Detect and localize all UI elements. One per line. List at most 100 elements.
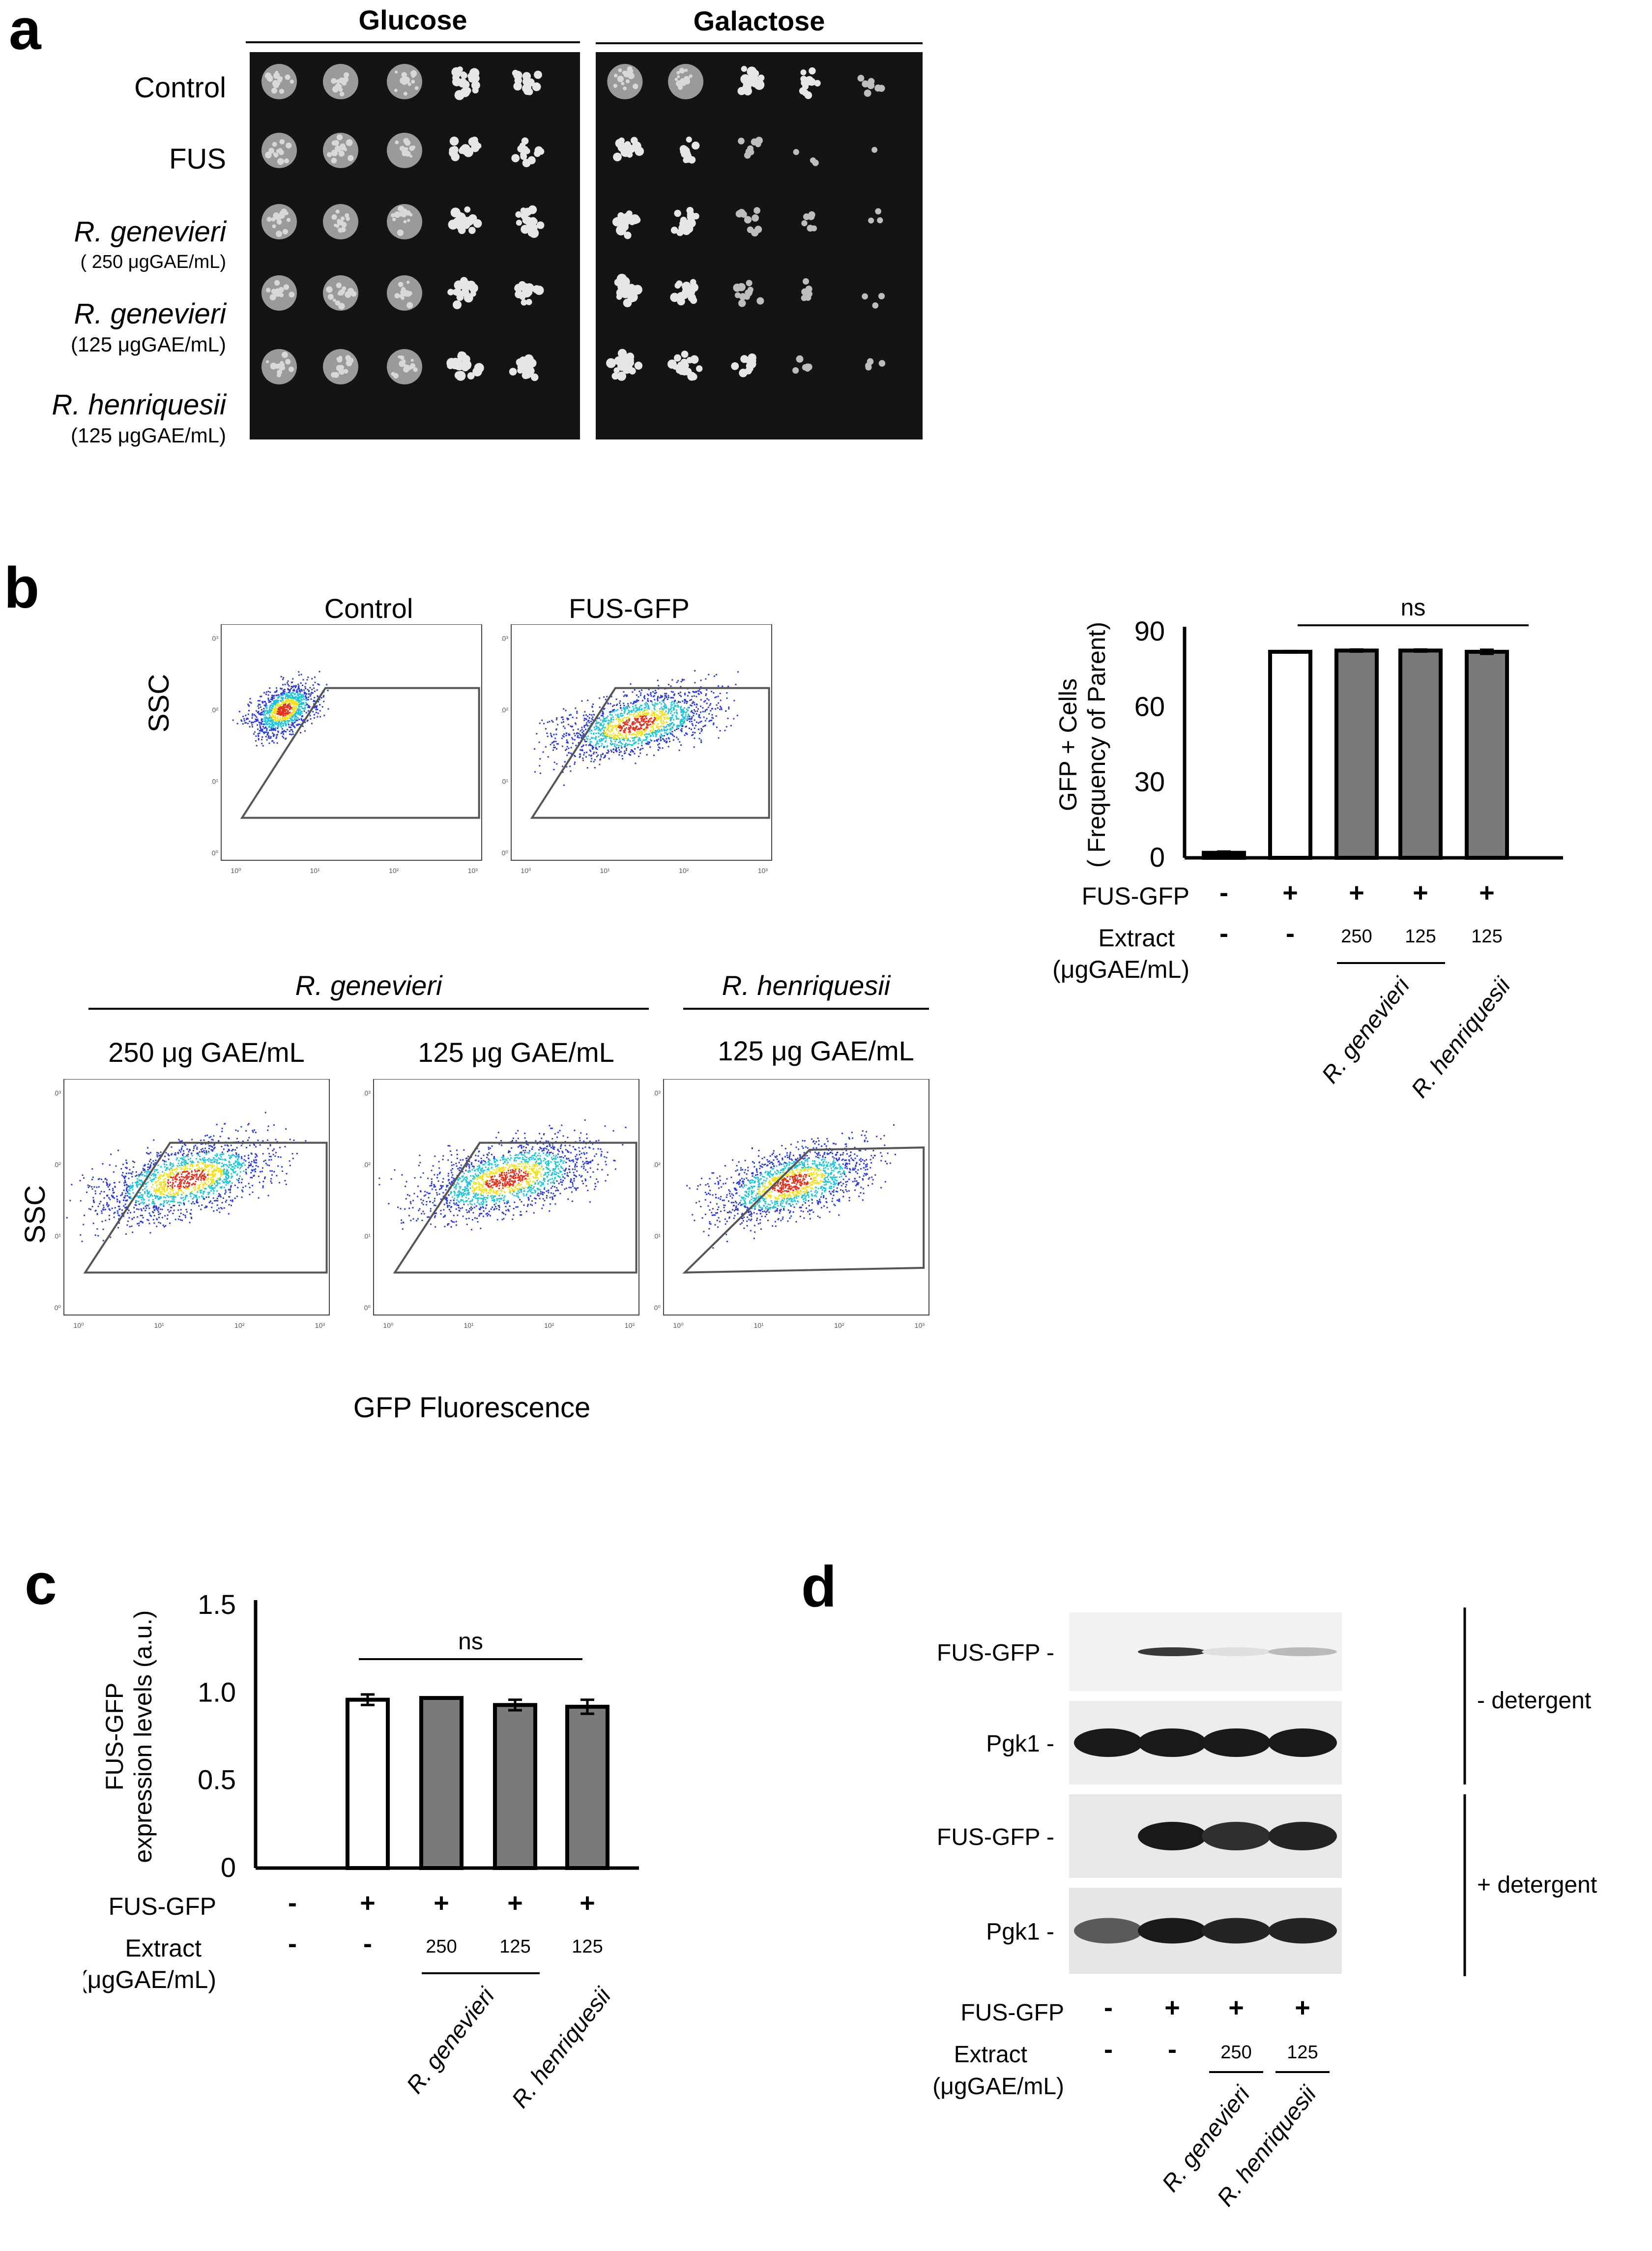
- event-dot: [228, 1137, 230, 1139]
- colony: [467, 372, 475, 380]
- yeast-spot: [323, 204, 358, 239]
- event-dot: [155, 1207, 157, 1209]
- event-dot: [294, 707, 296, 709]
- event-dot: [640, 692, 642, 694]
- event-dot: [684, 720, 686, 722]
- event-dot: [632, 750, 634, 752]
- event-dot: [124, 1195, 126, 1197]
- event-dot: [619, 741, 621, 743]
- event-dot: [595, 748, 597, 750]
- event-dot: [563, 733, 565, 735]
- event-dot: [254, 731, 256, 733]
- event-dot: [233, 1163, 235, 1165]
- event-dot: [659, 726, 661, 728]
- event-dot: [617, 709, 619, 711]
- event-dot: [207, 1172, 209, 1174]
- event-dot: [296, 697, 298, 699]
- event-dot: [180, 1176, 182, 1178]
- event-dot: [214, 1143, 216, 1145]
- event-dot: [643, 720, 645, 722]
- spot-speck: [633, 84, 638, 89]
- event-dot: [300, 682, 302, 684]
- event-dot: [161, 1217, 163, 1219]
- event-dot: [660, 736, 662, 738]
- event-dot: [599, 728, 601, 730]
- event-dot: [603, 696, 605, 698]
- event-dot: [259, 724, 261, 726]
- event-dot: [577, 735, 579, 737]
- event-dot: [270, 1180, 272, 1182]
- event-dot: [258, 738, 260, 740]
- event-dot: [676, 709, 678, 711]
- event-dot: [94, 1193, 96, 1195]
- event-dot: [640, 709, 642, 711]
- event-dot: [666, 721, 668, 723]
- event-dot: [126, 1186, 128, 1188]
- event-dot: [293, 718, 295, 720]
- event-dot: [284, 719, 286, 721]
- event-dot: [670, 719, 672, 721]
- event-dot: [640, 720, 642, 722]
- event-dot: [265, 716, 267, 718]
- event-dot: [652, 696, 654, 698]
- event-dot: [257, 700, 259, 702]
- event-dot: [566, 717, 568, 719]
- event-dot: [199, 1176, 201, 1178]
- event-dot: [638, 739, 639, 741]
- event-dot: [676, 713, 678, 715]
- event-dot: [271, 725, 273, 727]
- event-dot: [261, 712, 262, 714]
- event-dot: [214, 1174, 216, 1176]
- event-dot: [657, 717, 659, 719]
- event-dot: [669, 740, 671, 742]
- event-dot: [601, 740, 603, 742]
- event-dot: [618, 751, 620, 753]
- event-dot: [638, 721, 639, 723]
- event-dot: [208, 1151, 210, 1153]
- event-dot: [242, 723, 244, 725]
- event-dot: [273, 733, 275, 735]
- event-dot: [578, 742, 580, 744]
- event-dot: [274, 717, 276, 719]
- event-dot: [701, 729, 703, 731]
- event-dot: [727, 717, 729, 719]
- event-dot: [306, 704, 308, 706]
- event-dot: [290, 700, 291, 702]
- event-dot: [619, 738, 621, 740]
- event-dot: [634, 753, 636, 755]
- event-dot: [243, 718, 245, 720]
- event-dot: [210, 1190, 212, 1192]
- event-dot: [692, 701, 694, 703]
- event-dot: [281, 692, 283, 694]
- event-dot: [145, 1209, 146, 1211]
- event-dot: [252, 1185, 254, 1187]
- event-dot: [201, 1169, 203, 1170]
- spot-speck: [618, 68, 622, 72]
- event-dot: [220, 1186, 222, 1188]
- event-dot: [287, 694, 289, 696]
- event-dot: [289, 730, 290, 732]
- event-dot: [644, 739, 646, 741]
- event-dot: [208, 1145, 210, 1147]
- spot-speck: [276, 219, 282, 225]
- colony: [874, 84, 882, 92]
- event-dot: [316, 705, 318, 707]
- event-dot: [161, 1192, 163, 1194]
- event-dot: [639, 734, 641, 736]
- spot-speck: [290, 79, 294, 84]
- event-dot: [257, 1166, 259, 1168]
- event-dot: [692, 731, 694, 733]
- event-dot: [298, 697, 300, 699]
- event-dot: [636, 736, 638, 738]
- yeast-spot: [261, 204, 297, 239]
- event-dot: [295, 696, 297, 698]
- event-dot: [270, 710, 272, 712]
- event-dot: [554, 746, 556, 748]
- y-tick-label: 10⁰: [54, 1304, 61, 1312]
- event-dot: [672, 719, 674, 721]
- event-dot: [207, 1173, 209, 1175]
- event-dot: [172, 1169, 174, 1170]
- event-dot: [570, 747, 572, 749]
- event-dot: [661, 706, 663, 708]
- event-dot: [197, 1161, 199, 1163]
